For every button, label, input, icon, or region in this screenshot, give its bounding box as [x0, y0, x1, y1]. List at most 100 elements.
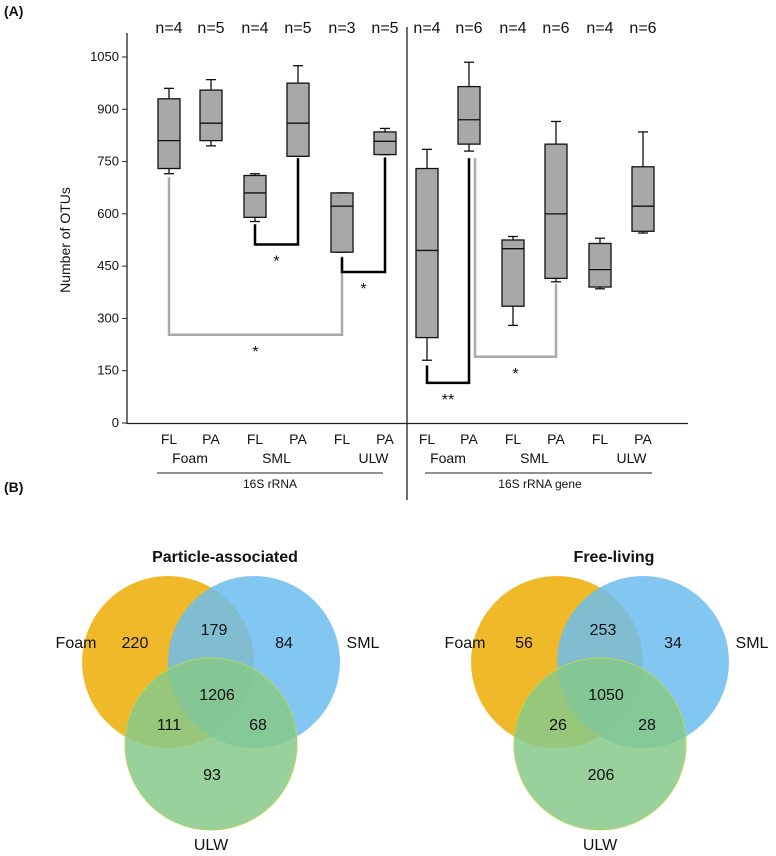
box-iqr [588, 242, 612, 288]
significance-label: * [273, 254, 279, 271]
venn-set-label: SML [736, 635, 769, 652]
n-label: n=4 [499, 20, 526, 37]
box-fl [415, 148, 439, 361]
category-label: FL [505, 431, 522, 447]
box-iqr [157, 98, 181, 170]
significance-label: * [512, 366, 518, 383]
n-label: n=4 [241, 20, 268, 37]
category-label: PA [202, 431, 220, 447]
box-fl [501, 235, 525, 327]
venn-region-foam_sml: 179 [201, 622, 228, 639]
venn-region-ulw: 93 [203, 767, 221, 784]
category-label: PA [460, 431, 478, 447]
venn-region-foam_ulw: 26 [549, 717, 567, 734]
box-fl [588, 237, 612, 290]
box-iqr [330, 192, 354, 253]
n-label: n=5 [284, 20, 311, 37]
venn-set-label: ULW [194, 837, 229, 854]
venn-region-ulw: 206 [588, 767, 615, 784]
venn-diagram: Particle-associated Foam SML ULW 220 84 179 120… [56, 549, 380, 854]
y-tick-label: 300 [97, 310, 119, 325]
venn-set-label: ULW [583, 837, 618, 854]
venn-region-sml: 34 [664, 635, 682, 652]
venn-region-foam: 220 [122, 635, 149, 652]
n-label: n=4 [586, 20, 613, 37]
box-fl [157, 87, 181, 175]
box-iqr [501, 239, 525, 307]
panel-label: 16S rRNA gene [498, 477, 582, 491]
category-label: PA [634, 431, 652, 447]
category-label: FL [161, 431, 178, 447]
y-axis-label: Number of OTUs [57, 187, 73, 293]
box-iqr [243, 174, 267, 218]
box-iqr [286, 82, 310, 157]
venn-circle-ulw [513, 657, 687, 831]
sample-label: Foam [430, 450, 466, 466]
n-label: n=3 [328, 20, 355, 37]
box-iqr [457, 85, 481, 145]
y-tick-label: 900 [97, 101, 119, 116]
n-label: n=4 [413, 20, 440, 37]
venn-circle-ulw [124, 657, 298, 831]
box-iqr [415, 167, 439, 339]
category-label: PA [289, 431, 307, 447]
category-label: PA [376, 431, 394, 447]
significance-bracket [167, 177, 344, 337]
category-label: PA [547, 431, 565, 447]
n-label: n=6 [629, 20, 656, 37]
y-tick-label: 150 [97, 363, 119, 378]
venn-region-all: 1050 [588, 687, 624, 704]
n-label: n=5 [371, 20, 398, 37]
box-pa [199, 78, 223, 147]
venn-region-sml: 84 [275, 635, 293, 652]
category-label: FL [334, 431, 351, 447]
panel-label-a: (A) [4, 3, 23, 19]
box-pa [457, 61, 481, 152]
significance-bracket [253, 158, 300, 246]
n-label: n=6 [455, 20, 482, 37]
significance-bracket [340, 157, 387, 274]
box-iqr [631, 166, 655, 232]
venn-set-label: SML [347, 635, 380, 652]
venn-title: Particle-associated [152, 549, 298, 566]
venn-set-label: Foam [445, 635, 486, 652]
box-pa [286, 65, 310, 157]
venn-region-foam_sml: 253 [590, 622, 617, 639]
sample-label: ULW [358, 450, 389, 466]
venn-region-foam: 56 [515, 635, 533, 652]
venn-title: Free-living [574, 549, 655, 566]
y-tick-label: 1050 [90, 49, 119, 64]
sample-label: ULW [616, 450, 647, 466]
box-iqr [199, 89, 223, 142]
venn-region-sml_ulw: 68 [249, 717, 267, 734]
category-label: FL [247, 431, 264, 447]
n-label: n=4 [155, 20, 182, 37]
box-iqr [373, 131, 397, 156]
venn-set-label: Foam [56, 635, 97, 652]
n-label: n=6 [542, 20, 569, 37]
category-label: FL [419, 431, 436, 447]
panel-label: 16S rRNA [243, 477, 297, 491]
sample-label: SML [520, 450, 549, 466]
y-tick-label: 450 [97, 258, 119, 273]
n-label: n=5 [197, 20, 224, 37]
box-fl [330, 192, 354, 253]
sample-label: SML [262, 450, 291, 466]
sample-label: Foam [172, 450, 208, 466]
box-pa [631, 131, 655, 234]
box-fl [243, 173, 267, 223]
significance-bracket [473, 158, 558, 359]
category-label: FL [592, 431, 609, 447]
box-pa [544, 120, 568, 283]
y-tick-label: 750 [97, 154, 119, 169]
y-tick-label: 0 [112, 415, 119, 430]
venn-region-all: 1206 [199, 687, 235, 704]
box-iqr [544, 143, 568, 279]
significance-label: ** [442, 392, 454, 409]
box-pa [373, 127, 397, 156]
venn-diagram: Free-living Foam SML ULW 56 34 253 1050 26 28 206 [445, 549, 769, 854]
panel-label-b: (B) [4, 479, 23, 495]
venn-region-foam_ulw: 111 [157, 717, 181, 734]
significance-bracket [425, 158, 471, 385]
